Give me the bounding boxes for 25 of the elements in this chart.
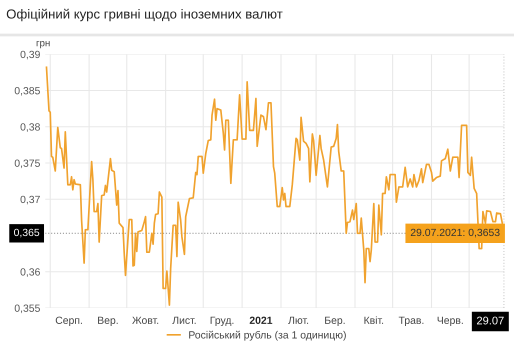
x-tick-label: Трав. [398,316,424,326]
x-tick-label: 2021 [250,316,272,324]
x-tick-label: Жовт. [132,316,158,324]
y-tick-label: 0,385 [14,87,40,96]
line-series [46,66,504,306]
x-tick-label: Лист. [172,316,196,324]
chart-title: Офіційний курс гривні щодо іноземних валют [6,8,283,22]
x-tick-label: Черв. [438,316,463,326]
legend-label: Російський рубль (за 1 одиницю) [189,330,346,341]
x-tick-label: Бер. [325,316,345,326]
x-tick-label: Лют. [288,316,308,324]
x-tick-label: Вер. [98,316,118,326]
x-tick-label: Квіт. [364,316,384,324]
x-tick-label: Серп. [56,316,82,326]
ref-line-label: 0,365 [14,228,40,238]
y-tick-label: 0,37 [20,196,40,204]
y-tick-label: 0,38 [20,123,40,132]
y-tick-label: 0,39 [20,50,40,60]
y-tick-label: 0,355 [14,304,40,314]
y-axis-title: грн [36,41,50,48]
y-tick-label: 0,375 [14,160,40,168]
x-tick-label: Груд. [210,316,234,326]
annotation: 29.07.2021: 0,3653 [410,228,500,238]
y-tick-label: 0,36 [20,268,40,277]
x-tick-label: 29.07 [476,316,504,324]
